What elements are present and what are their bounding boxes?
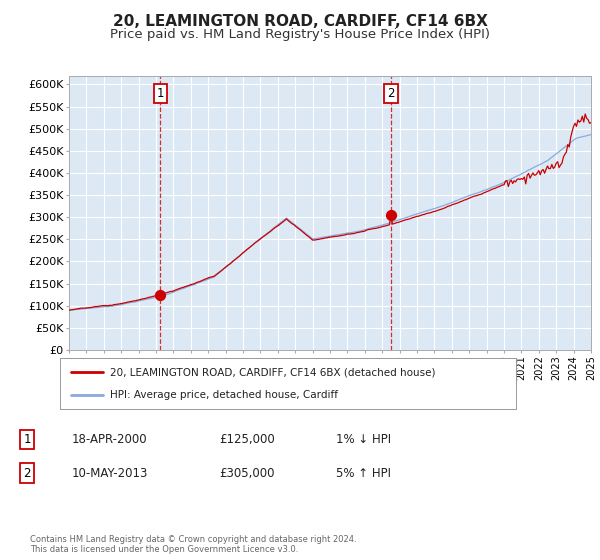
Point	[155, 290, 165, 299]
Text: 2: 2	[23, 466, 31, 480]
Text: 18-APR-2000: 18-APR-2000	[72, 433, 148, 446]
Text: 2: 2	[387, 87, 395, 100]
Text: Price paid vs. HM Land Registry's House Price Index (HPI): Price paid vs. HM Land Registry's House …	[110, 28, 490, 41]
Text: HPI: Average price, detached house, Cardiff: HPI: Average price, detached house, Card…	[110, 390, 338, 400]
Text: £125,000: £125,000	[219, 433, 275, 446]
Text: £305,000: £305,000	[219, 466, 275, 480]
Text: 1% ↓ HPI: 1% ↓ HPI	[336, 433, 391, 446]
Text: Contains HM Land Registry data © Crown copyright and database right 2024.
This d: Contains HM Land Registry data © Crown c…	[30, 535, 356, 554]
Text: 10-MAY-2013: 10-MAY-2013	[72, 466, 148, 480]
Text: 1: 1	[23, 433, 31, 446]
Text: 20, LEAMINGTON ROAD, CARDIFF, CF14 6BX: 20, LEAMINGTON ROAD, CARDIFF, CF14 6BX	[113, 14, 487, 29]
Text: 5% ↑ HPI: 5% ↑ HPI	[336, 466, 391, 480]
Point	[386, 211, 396, 220]
Text: 20, LEAMINGTON ROAD, CARDIFF, CF14 6BX (detached house): 20, LEAMINGTON ROAD, CARDIFF, CF14 6BX (…	[110, 367, 436, 377]
Text: 1: 1	[157, 87, 164, 100]
